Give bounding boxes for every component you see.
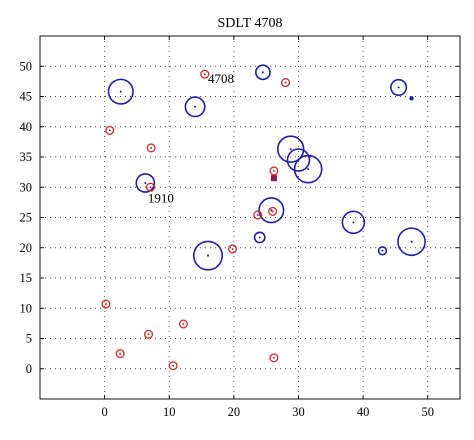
red-circle-center (149, 186, 152, 189)
red-circle-point (144, 329, 154, 339)
red-circle-center (284, 81, 287, 84)
red-circle-point (269, 353, 279, 363)
red-circle-point (101, 299, 111, 309)
blue-circle-center (381, 249, 384, 252)
y-tick-label: 0 (26, 362, 32, 376)
blue-circle-point (135, 173, 156, 193)
blue-circle-point (377, 246, 388, 256)
red-circle-point (168, 361, 178, 371)
y-tick-label: 10 (20, 301, 33, 315)
x-tick-label: 10 (163, 405, 176, 419)
x-tick-label: 20 (228, 405, 241, 419)
blue-circle-center (144, 182, 147, 185)
blue-circle-point (390, 78, 408, 96)
blue-circle-center (307, 168, 310, 171)
red-circle-center (172, 364, 175, 367)
data-points (101, 64, 426, 371)
red-circle-point (269, 166, 279, 176)
y-tick-label: 35 (20, 150, 33, 164)
blue-circle-center (261, 71, 264, 74)
red-circle-point (146, 143, 156, 153)
blue-circle-center (270, 209, 273, 212)
blue-circle-center (410, 240, 413, 243)
red-circle-center (231, 247, 234, 250)
blue-circle-center (289, 148, 292, 151)
blue-circle-point (341, 210, 366, 235)
red-circle-center (108, 129, 111, 132)
blue-circle-center (207, 254, 209, 257)
red-circle-center (256, 214, 259, 217)
y-tick-label: 5 (26, 332, 32, 346)
x-tick-label: 0 (101, 405, 107, 419)
red-circle-point (253, 210, 263, 220)
annotations: 4708 1910 (148, 71, 234, 205)
y-tick-label: 15 (20, 271, 33, 285)
blue-dot-point (409, 96, 414, 101)
blue-circle-center (352, 221, 355, 224)
blue-circle-point (253, 231, 266, 244)
grid-lines (40, 36, 460, 399)
red-circle-point (228, 244, 238, 254)
y-tick-label: 30 (20, 180, 33, 194)
blue-circle-point (397, 227, 426, 257)
blue-circle-point (184, 96, 206, 118)
x-tick-label: 30 (292, 405, 305, 419)
chart-title: SDLT 4708 (218, 16, 283, 31)
blue-circle-point (255, 64, 271, 81)
red-circle-point (281, 78, 291, 88)
annotation-label: 4708 (208, 71, 234, 86)
y-tick-label: 20 (20, 241, 33, 255)
red-circle-point (105, 125, 115, 135)
red-circle-center (272, 169, 275, 172)
blue-circle-center (258, 236, 261, 239)
red-circle-center (104, 303, 107, 306)
axis-ticks (40, 36, 460, 399)
red-circle-point (178, 319, 188, 329)
red-circle-center (150, 146, 153, 149)
blue-circle-center (119, 90, 122, 93)
x-tick-label: 40 (357, 405, 370, 419)
blue-circle-center (194, 105, 197, 108)
red-circle-point (200, 69, 210, 79)
red-circle-center (182, 322, 185, 325)
red-circle-center (203, 73, 206, 76)
plot-frame (39, 35, 461, 400)
tick-labels: 0 10 20 30 40 50 0 5 10 15 20 25 30 35 40 45 50 (20, 59, 434, 419)
blue-circle-point (286, 148, 311, 172)
red-circle-center (147, 333, 150, 336)
blue-circle-point (293, 154, 323, 184)
blue-circle-center (397, 86, 400, 89)
blue-circle-point (276, 135, 305, 163)
square-marker-point (270, 175, 277, 182)
red-circle-center (119, 352, 122, 355)
y-tick-label: 25 (20, 211, 33, 225)
blue-circle-point (192, 240, 224, 271)
y-tick-label: 40 (20, 120, 33, 134)
annotation-label: 1910 (148, 190, 174, 205)
red-circle-point (145, 182, 156, 192)
y-tick-label: 45 (20, 90, 33, 104)
blue-circle-point (258, 197, 285, 224)
x-tick-label: 50 (421, 405, 434, 419)
red-circle-point (268, 206, 278, 216)
red-circle-point (115, 349, 125, 359)
red-circle-center (271, 210, 274, 213)
red-circle-center (272, 356, 275, 359)
blue-circle-point (107, 78, 134, 105)
y-tick-label: 50 (20, 59, 33, 73)
